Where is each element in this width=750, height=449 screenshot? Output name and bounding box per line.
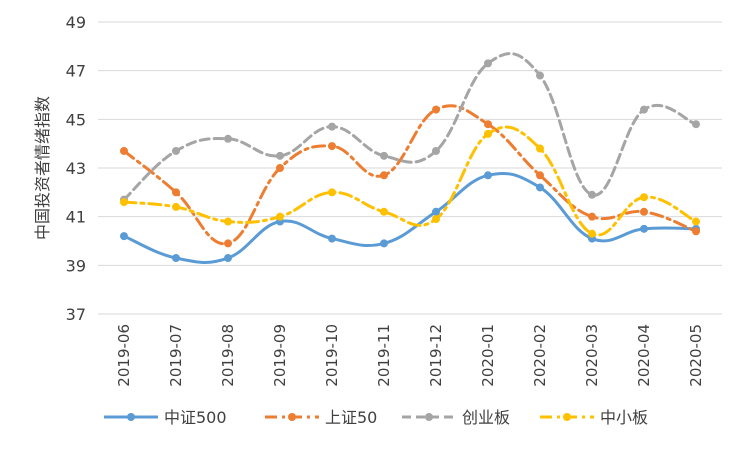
x-tick-label: 2019-11 <box>375 324 393 387</box>
legend-label: 上证50 <box>325 408 377 427</box>
data-point <box>640 105 648 114</box>
data-point <box>380 239 388 248</box>
y-axis-ticks: 37 39 41 43 45 47 49 <box>66 13 86 324</box>
data-point <box>588 190 596 199</box>
x-tick-label: 2019-09 <box>271 324 289 387</box>
data-point <box>172 202 180 211</box>
data-point <box>276 164 284 172</box>
data-point <box>172 254 180 263</box>
series-points <box>120 59 700 263</box>
data-point <box>432 105 440 114</box>
y-tick-label: 37 <box>66 305 86 324</box>
data-point <box>484 59 492 68</box>
legend-swatch-marker <box>288 413 296 421</box>
data-point <box>640 224 648 233</box>
x-tick-label: 2020-01 <box>479 324 497 387</box>
data-point <box>120 232 128 241</box>
x-tick-label: 2020-03 <box>583 324 601 387</box>
data-point <box>172 146 180 155</box>
legend-swatch-marker <box>127 413 135 421</box>
data-point <box>588 229 596 238</box>
data-point <box>120 146 128 155</box>
data-point <box>536 171 544 180</box>
data-point <box>224 134 232 143</box>
data-point <box>276 151 284 160</box>
data-point <box>536 71 544 80</box>
gridlines <box>98 21 722 266</box>
y-tick-label: 41 <box>66 208 86 227</box>
legend-label: 创业板 <box>462 408 510 427</box>
y-axis-title: 中国投资者情绪指数 <box>33 96 52 240</box>
x-tick-label: 2020-05 <box>687 324 705 387</box>
data-point <box>640 193 648 202</box>
y-tick-label: 39 <box>66 256 86 275</box>
x-axis-ticks: 2019-06 2019-07 2019-08 2019-09 2019-10 2019-… <box>115 324 705 387</box>
data-point <box>484 171 492 180</box>
data-point <box>692 217 700 226</box>
y-tick-label: 47 <box>66 62 86 81</box>
series-line-2 <box>122 104 698 246</box>
data-point <box>120 198 128 207</box>
x-tick-label: 2019-12 <box>427 324 445 387</box>
data-point <box>224 254 232 263</box>
data-point <box>380 151 388 160</box>
data-point <box>328 188 336 197</box>
data-point <box>536 183 544 192</box>
x-tick-label: 2019-06 <box>115 324 133 387</box>
data-point <box>224 239 232 248</box>
data-point <box>276 212 284 221</box>
x-tick-label: 2019-07 <box>167 324 185 387</box>
data-point <box>432 207 440 216</box>
data-point <box>484 120 492 129</box>
data-point <box>328 142 336 151</box>
data-point <box>224 217 232 226</box>
legend-label: 中证500 <box>164 408 227 427</box>
y-tick-label: 45 <box>66 110 86 129</box>
y-tick-label: 43 <box>66 159 86 178</box>
data-point <box>692 227 700 236</box>
data-point <box>432 215 440 224</box>
legend: 中证500 上证50 创业板 中小板 <box>104 408 648 427</box>
x-tick-label: 2020-04 <box>635 324 653 387</box>
x-tick-label: 2020-02 <box>531 324 549 387</box>
data-point <box>432 146 440 155</box>
x-tick-label: 2019-08 <box>219 324 237 387</box>
data-point <box>380 207 388 216</box>
data-point <box>588 212 596 221</box>
data-point <box>172 188 180 197</box>
data-point <box>484 129 492 138</box>
y-tick-label: 49 <box>66 13 86 32</box>
data-point <box>380 171 388 180</box>
legend-label: 中小板 <box>600 408 648 427</box>
legend-swatch-marker <box>425 413 433 421</box>
legend-swatch-marker <box>563 413 571 421</box>
data-point <box>328 122 336 131</box>
data-point <box>536 144 544 153</box>
x-tick-label: 2019-10 <box>323 324 341 387</box>
data-point <box>328 234 336 243</box>
data-point <box>692 120 700 129</box>
data-point <box>640 207 648 216</box>
